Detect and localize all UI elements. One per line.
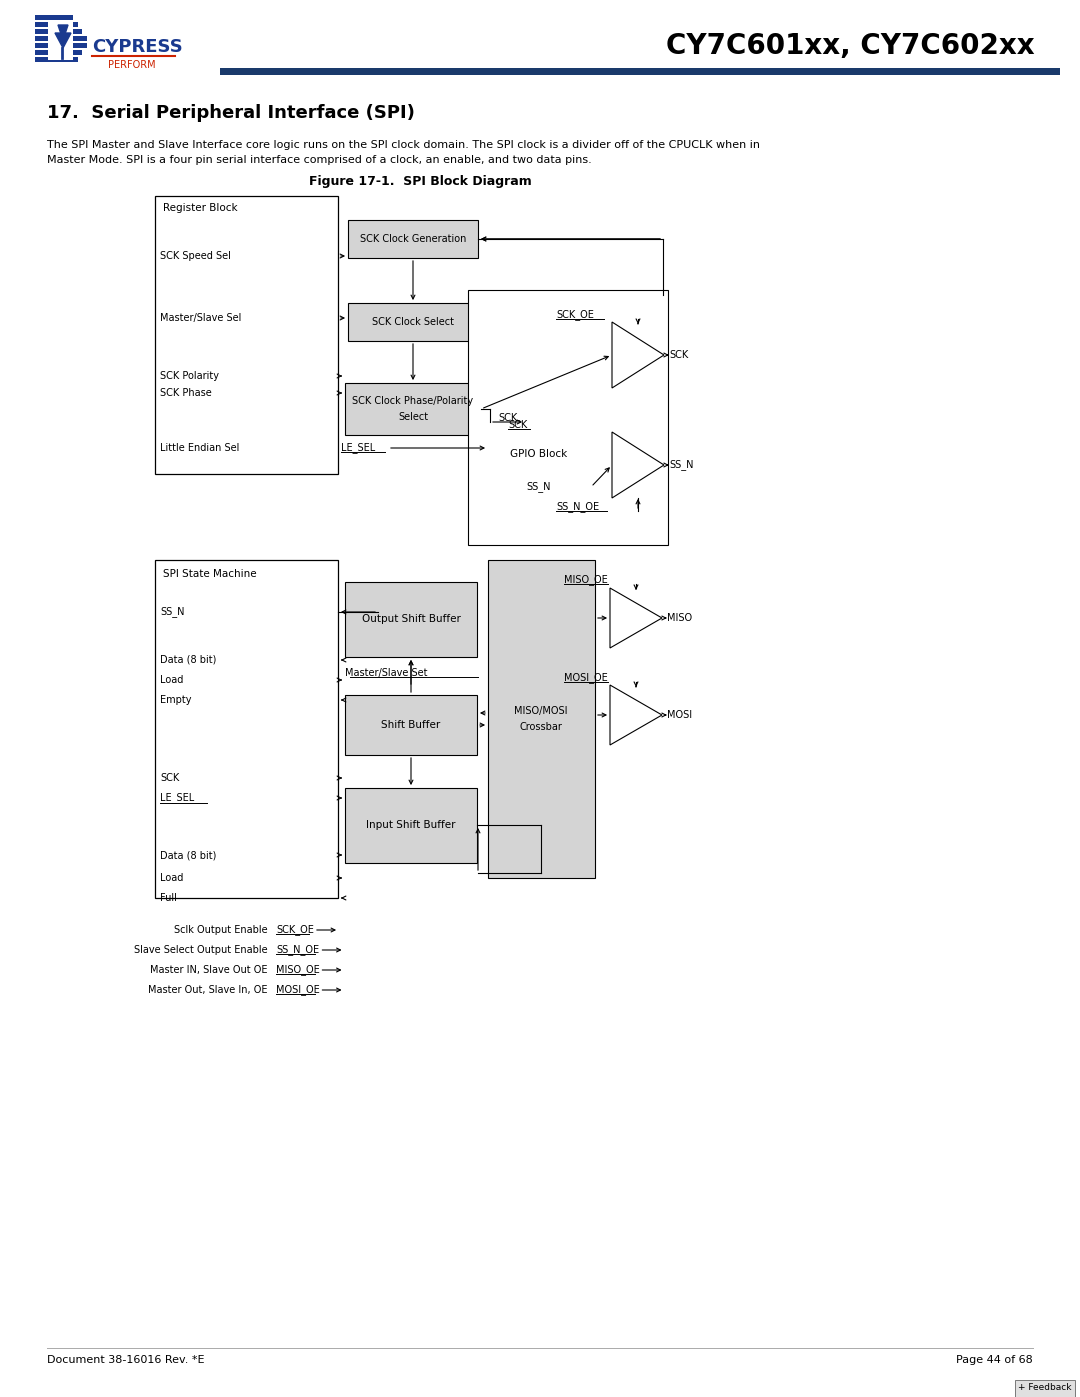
Text: Load: Load: [160, 675, 184, 685]
Bar: [35, 50, 82, 54]
Polygon shape: [610, 685, 662, 745]
Text: Slave Select Output Enable: Slave Select Output Enable: [134, 944, 268, 956]
Text: CYPRESS: CYPRESS: [92, 38, 183, 56]
Text: Master/Slave Sel: Master/Slave Sel: [160, 313, 241, 323]
Text: Master IN, Slave Out OE: Master IN, Slave Out OE: [150, 965, 268, 975]
Bar: [348, 303, 478, 341]
Text: LE_SEL: LE_SEL: [341, 443, 375, 454]
Bar: [348, 219, 478, 258]
Text: Figure 17-1.  SPI Block Diagram: Figure 17-1. SPI Block Diagram: [309, 176, 531, 189]
Text: MISO/MOSI: MISO/MOSI: [514, 705, 568, 717]
Text: Output Shift Buffer: Output Shift Buffer: [362, 615, 460, 624]
Bar: [345, 383, 481, 434]
Text: SCK_OE: SCK_OE: [276, 925, 314, 936]
Text: Empty: Empty: [160, 694, 191, 705]
Text: CY7C601xx, CY7C602xx: CY7C601xx, CY7C602xx: [666, 32, 1035, 60]
Text: SCK Speed Sel: SCK Speed Sel: [160, 251, 231, 261]
Bar: [48, 20, 73, 60]
Text: SCK Clock Generation: SCK Clock Generation: [360, 235, 467, 244]
Text: GPIO Block: GPIO Block: [511, 448, 568, 460]
Bar: [35, 43, 87, 47]
Text: SCK Clock Select: SCK Clock Select: [372, 317, 454, 327]
Text: PERFORM: PERFORM: [108, 60, 156, 70]
Polygon shape: [58, 25, 68, 41]
Text: SS_N_OE: SS_N_OE: [556, 502, 599, 513]
Bar: [156, 196, 338, 474]
Text: Master Mode. SPI is a four pin serial interface comprised of a clock, an enable,: Master Mode. SPI is a four pin serial in…: [48, 155, 592, 165]
Bar: [345, 694, 477, 754]
Text: MOSI: MOSI: [667, 710, 692, 719]
Text: SCK: SCK: [508, 420, 527, 430]
Text: LE_SEL: LE_SEL: [160, 792, 194, 803]
Text: SCK Polarity: SCK Polarity: [160, 372, 219, 381]
Text: SCK Phase: SCK Phase: [160, 388, 212, 398]
Bar: [35, 22, 78, 27]
Text: SCK: SCK: [160, 773, 179, 782]
Text: Full: Full: [160, 893, 177, 902]
Bar: [35, 57, 78, 61]
Text: SCK Clock Phase/Polarity: SCK Clock Phase/Polarity: [352, 395, 473, 407]
Bar: [35, 15, 73, 20]
Text: SS_N_OE: SS_N_OE: [276, 944, 319, 956]
Text: Register Block: Register Block: [163, 203, 238, 212]
Bar: [35, 36, 87, 41]
Text: SS_N: SS_N: [527, 482, 551, 493]
Text: SS_N: SS_N: [669, 460, 693, 471]
Text: The SPI Master and Slave Interface core logic runs on the SPI clock domain. The : The SPI Master and Slave Interface core …: [48, 140, 760, 149]
Bar: [156, 560, 338, 898]
Polygon shape: [55, 34, 71, 47]
Text: SS_N: SS_N: [160, 606, 185, 617]
Text: SPI State Machine: SPI State Machine: [163, 569, 257, 578]
Text: Document 38-16016 Rev. *E: Document 38-16016 Rev. *E: [48, 1355, 204, 1365]
Bar: [488, 432, 591, 520]
Text: MISO: MISO: [667, 613, 692, 623]
Text: SCK_OE: SCK_OE: [556, 310, 594, 320]
Polygon shape: [612, 432, 664, 497]
Text: Input Shift Buffer: Input Shift Buffer: [366, 820, 456, 830]
Text: MISO_OE: MISO_OE: [276, 964, 320, 975]
Text: Shift Buffer: Shift Buffer: [381, 719, 441, 731]
Text: Select: Select: [397, 412, 428, 422]
Text: Page 44 of 68: Page 44 of 68: [956, 1355, 1032, 1365]
Polygon shape: [612, 321, 664, 388]
Text: Data (8 bit): Data (8 bit): [160, 655, 216, 665]
Text: 17.  Serial Peripheral Interface (SPI): 17. Serial Peripheral Interface (SPI): [48, 103, 415, 122]
Bar: [345, 583, 477, 657]
Text: Load: Load: [160, 873, 184, 883]
Text: Sclk Output Enable: Sclk Output Enable: [174, 925, 268, 935]
Text: SCK: SCK: [498, 414, 517, 423]
Text: Crossbar: Crossbar: [519, 722, 563, 732]
Bar: [345, 788, 477, 863]
Text: SCK: SCK: [669, 351, 688, 360]
Bar: [220, 68, 1059, 75]
Text: MOSI_OE: MOSI_OE: [564, 672, 608, 683]
Text: Master Out, Slave In, OE: Master Out, Slave In, OE: [149, 985, 268, 995]
Text: Little Endian Sel: Little Endian Sel: [160, 443, 240, 453]
Text: + Feedback: + Feedback: [1018, 1383, 1071, 1393]
Text: Master/Slave Set: Master/Slave Set: [345, 668, 428, 678]
Bar: [468, 291, 669, 545]
Bar: [488, 560, 595, 877]
Text: MISO_OE: MISO_OE: [564, 574, 608, 585]
Bar: [35, 29, 82, 34]
Bar: [1015, 1380, 1075, 1397]
Text: Data (8 bit): Data (8 bit): [160, 849, 216, 861]
Text: MOSI_OE: MOSI_OE: [276, 985, 320, 996]
Polygon shape: [610, 588, 662, 648]
